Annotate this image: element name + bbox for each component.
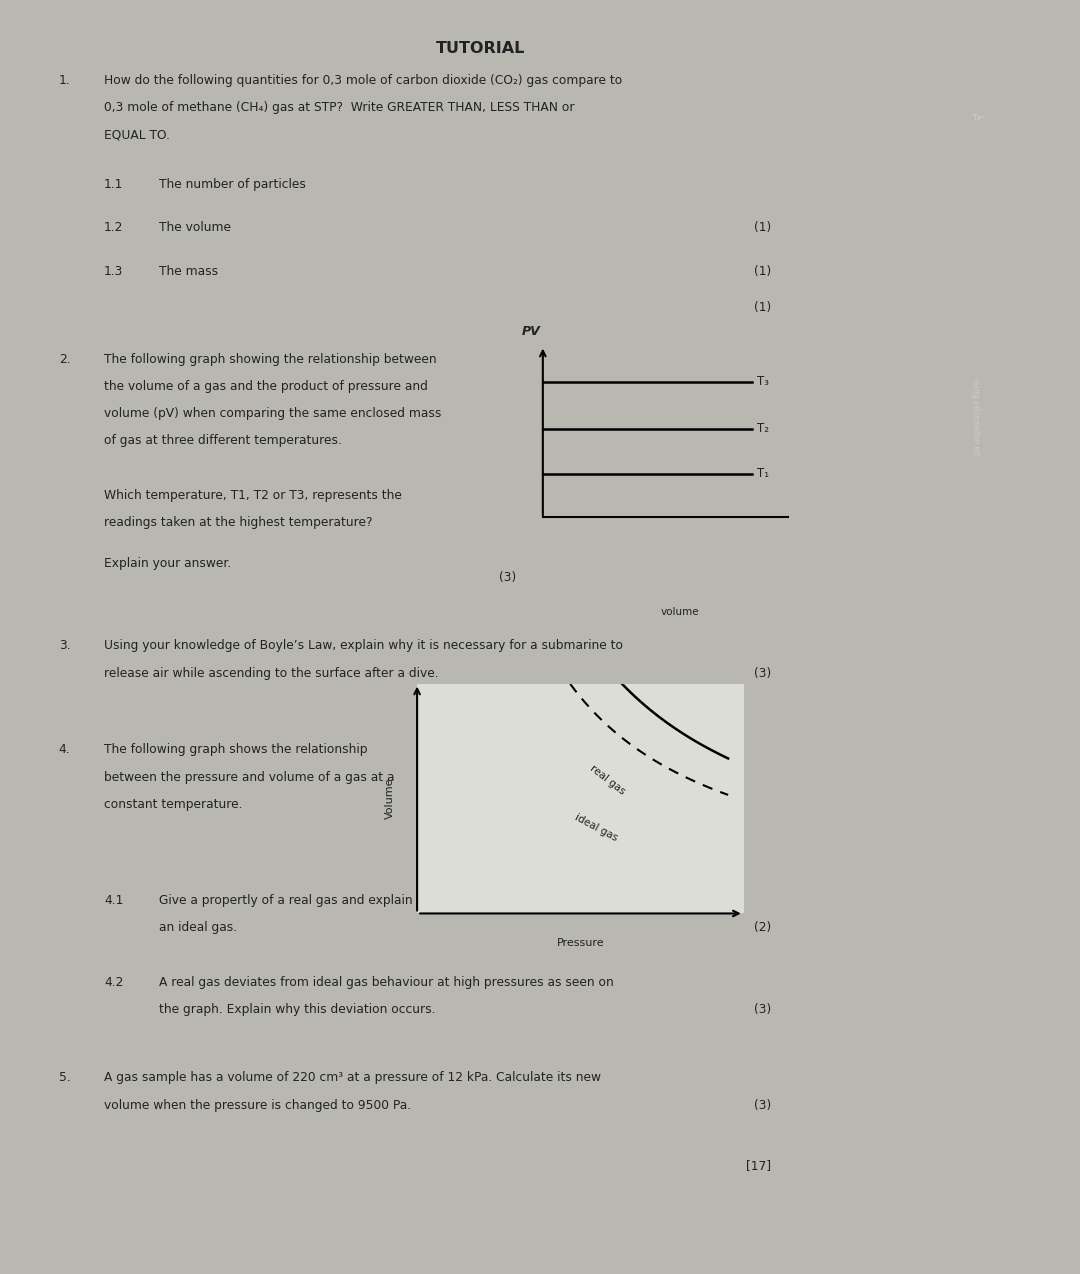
Text: Explain your answer.: Explain your answer. (104, 558, 231, 571)
Text: between the pressure and volume of a gas at a: between the pressure and volume of a gas… (104, 771, 394, 784)
Text: of gas at three different temperatures.: of gas at three different temperatures. (104, 434, 342, 447)
Text: release air while ascending to the surface after a dive.: release air while ascending to the surfa… (104, 666, 438, 680)
Text: an ideal gas.: an ideal gas. (159, 921, 237, 934)
Text: 0,3 mole of methane (CH₄) gas at STP?  Write GREATER THAN, LESS THAN or: 0,3 mole of methane (CH₄) gas at STP? Wr… (104, 101, 575, 115)
Text: A real gas deviates from ideal gas behaviour at high pressures as seen on: A real gas deviates from ideal gas behav… (159, 976, 613, 989)
Text: 5.: 5. (58, 1071, 70, 1084)
Text: PV: PV (522, 325, 540, 339)
Text: The volume: The volume (159, 222, 230, 234)
Text: 1.1: 1.1 (104, 177, 123, 191)
Text: The following graph showing the relationship between: The following graph showing the relation… (104, 353, 436, 366)
Text: The following graph shows the relationship: The following graph shows the relationsh… (104, 743, 367, 757)
Text: How do the following quantities for 0,3 mole of carbon dioxide (CO₂) gas compare: How do the following quantities for 0,3 … (104, 74, 622, 87)
Text: real gas: real gas (589, 763, 627, 796)
Text: (1): (1) (754, 265, 771, 278)
Text: 2.: 2. (58, 353, 70, 366)
Text: Give a propertly of a real gas and explain how it is different from that of: Give a propertly of a real gas and expla… (159, 893, 600, 907)
Text: Volume: Volume (384, 778, 394, 819)
Text: 4.: 4. (58, 743, 70, 757)
Text: [17]: [17] (746, 1158, 771, 1172)
Text: 1.2: 1.2 (104, 222, 123, 234)
Text: 4.1: 4.1 (104, 893, 123, 907)
Text: 1.3: 1.3 (104, 265, 123, 278)
Text: (2): (2) (754, 921, 771, 934)
Text: (3): (3) (754, 666, 771, 680)
Text: TUTORIAL: TUTORIAL (436, 42, 525, 56)
Text: Pressure: Pressure (556, 938, 604, 948)
Text: The mass: The mass (159, 265, 218, 278)
Text: 1.: 1. (58, 74, 70, 87)
Text: 3.: 3. (58, 640, 70, 652)
Text: 4.2: 4.2 (104, 976, 123, 989)
Text: (3): (3) (754, 1098, 771, 1111)
Text: (3): (3) (754, 1003, 771, 1015)
Text: (1): (1) (754, 301, 771, 313)
Text: volume (pV) when comparing the same enclosed mass: volume (pV) when comparing the same encl… (104, 408, 442, 420)
Text: (1): (1) (754, 222, 771, 234)
Text: pa uopeuuojui Bureı: pa uopeuuojui Bureı (973, 378, 983, 455)
Text: the graph. Explain why this deviation occurs.: the graph. Explain why this deviation oc… (159, 1003, 435, 1015)
Text: T₃: T₃ (757, 376, 769, 389)
Text: the volume of a gas and the product of pressure and: the volume of a gas and the product of p… (104, 380, 428, 392)
Text: T₂: T₂ (757, 422, 769, 434)
Text: readings taken at the highest temperature?: readings taken at the highest temperatur… (104, 516, 373, 530)
Text: ideal gas: ideal gas (572, 812, 619, 842)
Text: Which temperature, T1, T2 or T3, represents the: Which temperature, T1, T2 or T3, represe… (104, 489, 402, 502)
Text: EQUAL TO.: EQUAL TO. (104, 129, 171, 141)
Text: A gas sample has a volume of 220 cm³ at a pressure of 12 kPa. Calculate its new: A gas sample has a volume of 220 cm³ at … (104, 1071, 602, 1084)
Text: volume: volume (661, 606, 700, 617)
Text: Tᴩᴱ: Tᴩᴱ (972, 113, 984, 124)
Text: Using your knowledge of Boyle’s Law, explain why it is necessary for a submarine: Using your knowledge of Boyle’s Law, exp… (104, 640, 623, 652)
Text: constant temperature.: constant temperature. (104, 798, 243, 812)
Text: (3): (3) (499, 571, 516, 583)
Text: volume when the pressure is changed to 9500 Pa.: volume when the pressure is changed to 9… (104, 1098, 411, 1111)
Text: T₁: T₁ (757, 468, 769, 480)
Text: The number of particles: The number of particles (159, 177, 306, 191)
